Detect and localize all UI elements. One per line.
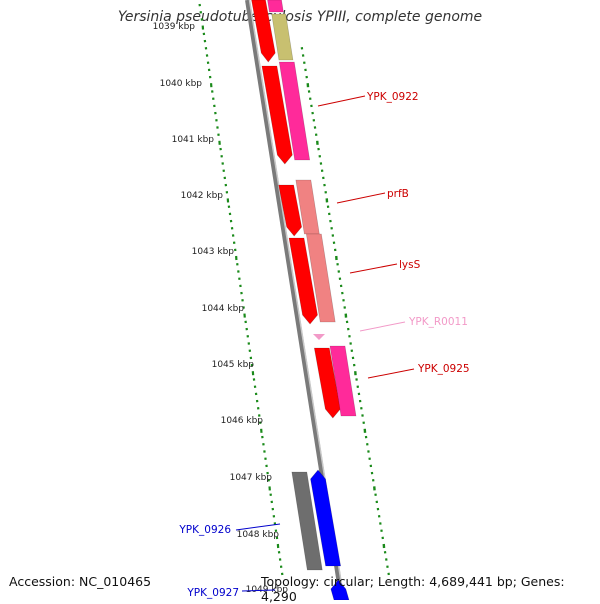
scale-label: 1047 kbp [230,473,273,483]
feature-label: YPK_0926 [178,524,231,536]
scale-labels: 1039 kbp 1040 kbp 1041 kbp 1042 kbp 1043 kbp… [153,22,289,595]
label-leader-line [318,96,365,106]
feature-label: YPK_0922 [366,91,419,103]
scale-label: 1048 kbp [237,530,280,540]
feature-label: YPK_R0011 [408,316,468,328]
feature-label: YPK_0927 [186,587,239,599]
cds-arrow-pink [268,0,284,12]
feature-label: YPK_0925 [417,363,470,375]
trna-arrow [313,334,325,340]
scale-label: 1046 kbp [221,416,264,426]
scale-label: 1043 kbp [192,247,235,257]
label-leader-line [368,369,414,378]
scale-label: 1040 kbp [160,79,203,89]
scale-label: 1042 kbp [181,191,224,201]
scale-label: 1041 kbp [172,135,215,145]
accession-text: Accession: NC_010465 [9,574,151,589]
feature-label: prfB [387,188,409,200]
label-leader-line [350,264,397,273]
feature-arrows [252,0,357,600]
label-leader-line [360,322,405,331]
scale-label: 1045 kbp [212,360,255,370]
label-leader-line [337,193,385,203]
scale-label: 1044 kbp [202,304,245,314]
scale-label: 1039 kbp [153,22,196,32]
feature-label: lysS [399,259,421,271]
